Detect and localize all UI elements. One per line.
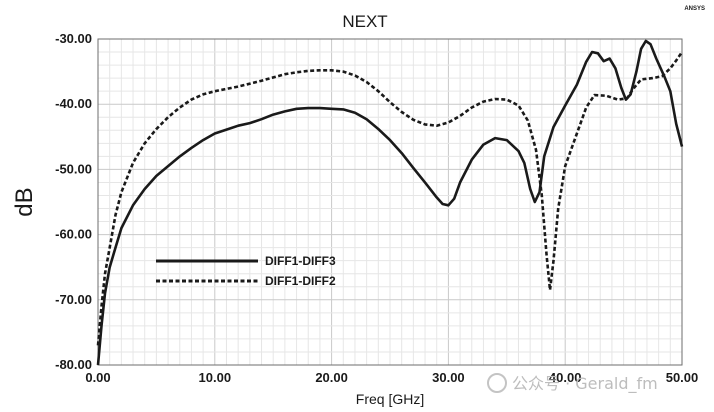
x-axis-title: Freq [GHz]	[356, 391, 424, 407]
x-tick-label: 30.00	[432, 370, 465, 385]
y-axis-title: dB	[11, 187, 38, 216]
x-tick-label: 0.00	[85, 370, 110, 385]
watermark-text: 公众号 · Gerald_fm	[512, 374, 658, 394]
brand-logo: ANSYS	[684, 6, 705, 12]
series-line-diff1-diff3	[96, 39, 684, 366]
y-tick-label: -30.00	[55, 31, 92, 46]
y-tick-label: -50.00	[55, 161, 92, 176]
x-tick-label: 50.00	[666, 370, 699, 385]
y-tick-label: -40.00	[55, 96, 92, 111]
x-tick-label: 10.00	[199, 370, 232, 385]
plot-frame	[97, 38, 683, 366]
watermark: 公众号 · Gerald_fm	[487, 373, 658, 394]
grid	[98, 39, 682, 365]
y-tick-label: -70.00	[55, 292, 92, 307]
x-tick-label: 40.00	[549, 370, 582, 385]
tick-labels: 0.00 10.00 20.00 30.00 40.00 50.00 -30.00 -40.0…	[55, 31, 698, 385]
series-line-diff1-diff2	[96, 51, 684, 346]
wechat-icon	[487, 373, 507, 393]
legend-label: DIFF1-DIFF3	[265, 254, 336, 268]
y-tick-label: -60.00	[55, 227, 92, 242]
legend: DIFF1-DIFF3 DIFF1-DIFF2	[156, 254, 336, 288]
chart-title: NEXT	[342, 12, 387, 31]
y-tick-label: -80.00	[55, 357, 92, 372]
series-group	[96, 39, 684, 366]
x-tick-label: 20.00	[315, 370, 348, 385]
legend-label: DIFF1-DIFF2	[265, 274, 336, 288]
